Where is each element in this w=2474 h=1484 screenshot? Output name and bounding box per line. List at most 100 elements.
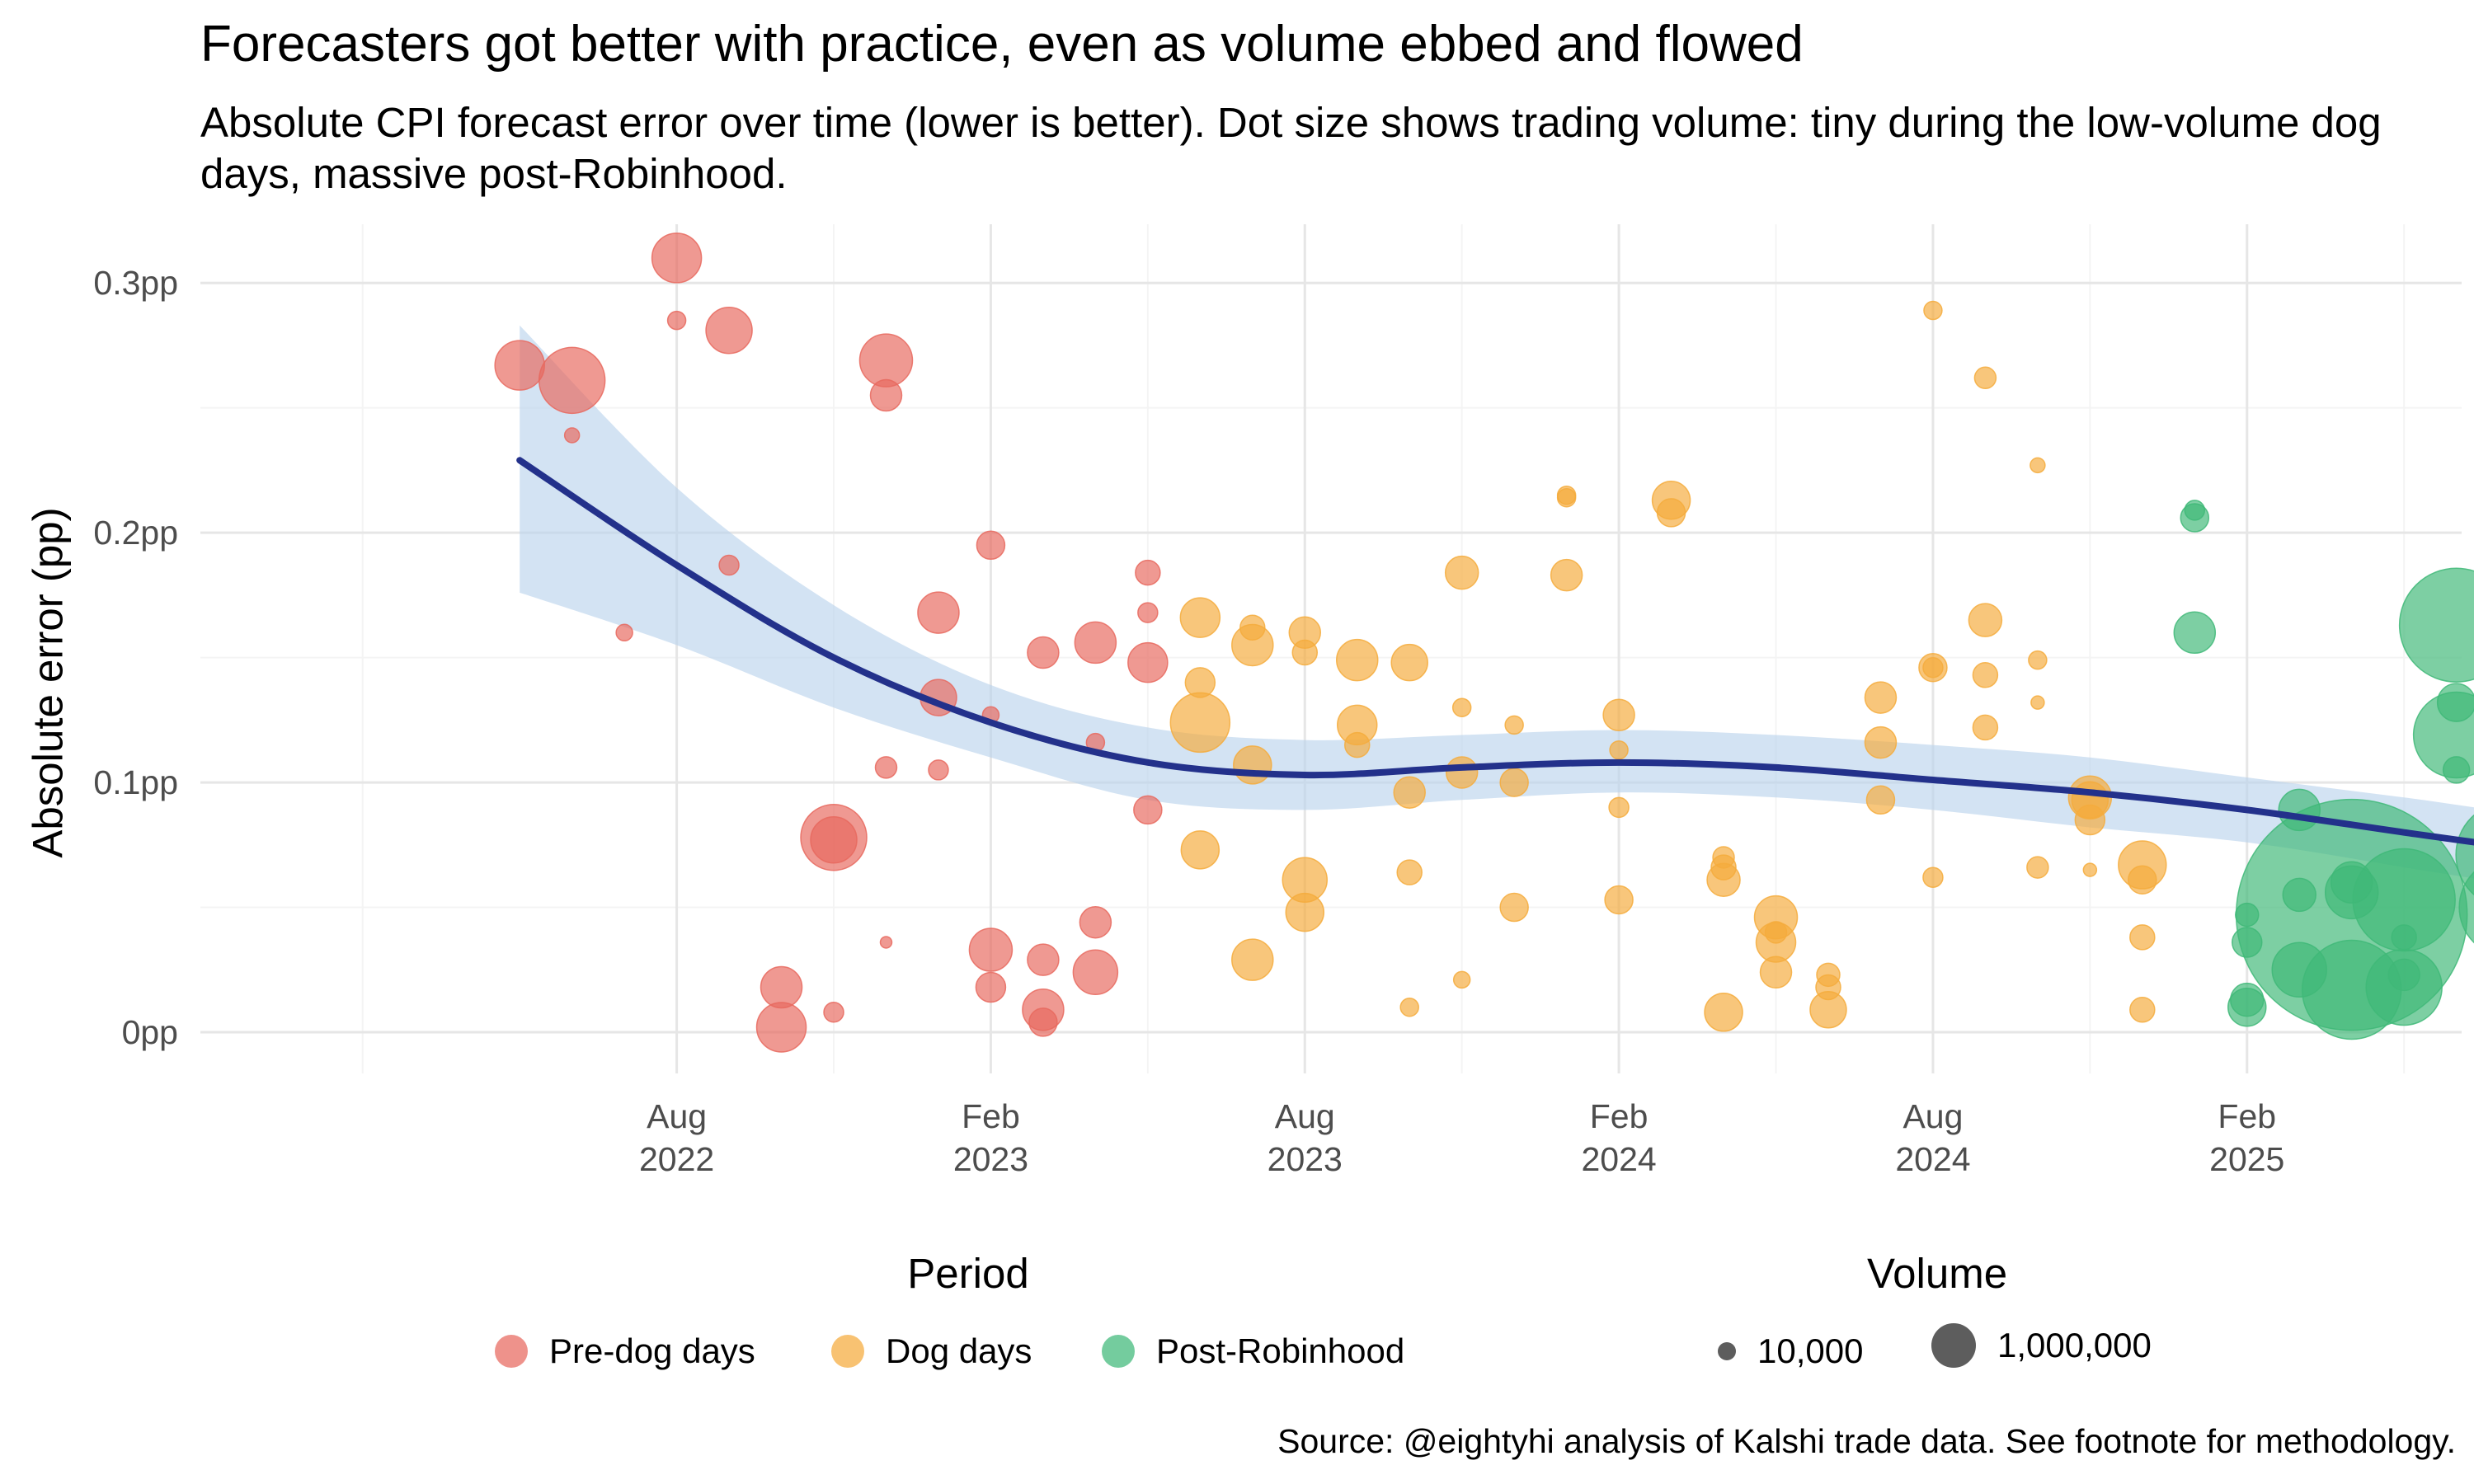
point-pre-dog-days bbox=[1135, 559, 1161, 586]
point-pre-dog-days bbox=[563, 427, 581, 444]
point-dog-days bbox=[2026, 856, 2049, 879]
y-tick-label: 0.2pp bbox=[93, 514, 178, 552]
point-pre-dog-days bbox=[928, 759, 949, 781]
point-pre-dog-days bbox=[869, 378, 903, 412]
legend-swatch-post-robinhood bbox=[1102, 1335, 1135, 1368]
point-post-robinhood bbox=[2391, 924, 2417, 951]
legend-swatch-dog-days bbox=[831, 1335, 864, 1368]
point-dog-days bbox=[1604, 885, 1634, 915]
legend-label: Post-Robinhood bbox=[1156, 1331, 1405, 1370]
x-tick-month: Feb bbox=[2218, 1097, 2276, 1135]
point-post-robinhood bbox=[2227, 987, 2267, 1027]
legend-item-pre-dog-days: Pre-dog days bbox=[495, 1331, 755, 1371]
legend-title-period: Period bbox=[907, 1250, 1029, 1297]
point-dog-days bbox=[1973, 366, 1997, 390]
point-dog-days bbox=[1608, 796, 1630, 819]
point-dog-days bbox=[1550, 558, 1583, 592]
point-pre-dog-days bbox=[810, 816, 858, 864]
point-dog-days bbox=[1706, 862, 1741, 897]
point-dog-days bbox=[2129, 924, 2156, 951]
point-dog-days bbox=[1390, 643, 1428, 682]
point-pre-dog-days bbox=[666, 310, 687, 331]
point-dog-days bbox=[1444, 555, 1479, 590]
point-dog-days bbox=[1504, 715, 1524, 735]
x-tick-year: 2023 bbox=[953, 1140, 1028, 1178]
confidence-band-layer bbox=[520, 325, 2474, 879]
point-dog-days bbox=[2028, 650, 2048, 670]
point-pre-dog-days bbox=[976, 530, 1006, 561]
x-tick-year: 2022 bbox=[639, 1140, 714, 1178]
point-dog-days bbox=[1343, 731, 1371, 758]
point-pre-dog-days bbox=[1028, 1007, 1058, 1037]
point-dog-days bbox=[1169, 692, 1231, 754]
legend-label: 1,000,000 bbox=[1997, 1326, 2152, 1364]
point-dog-days bbox=[1285, 892, 1325, 932]
point-pre-dog-days bbox=[858, 333, 914, 387]
point-dog-days bbox=[1864, 681, 1898, 714]
point-dog-days bbox=[1393, 776, 1426, 809]
y-tick-label: 0pp bbox=[122, 1013, 178, 1051]
legend-label: 10,000 bbox=[1757, 1331, 1864, 1370]
x-tick-month: Aug bbox=[1903, 1097, 1963, 1135]
point-post-robinhood bbox=[2455, 814, 2474, 896]
legend-swatch-volume-small bbox=[1718, 1342, 1736, 1360]
legend-item-volume-large: 1,000,000 bbox=[1931, 1323, 2152, 1368]
legend-item-dog-days: Dog days bbox=[831, 1331, 1032, 1371]
point-pre-dog-days bbox=[1072, 949, 1119, 996]
point-dog-days bbox=[1499, 892, 1529, 923]
axis-ticks: Aug 2022 Feb 2023 Aug 2023 Feb 2024 Aug 2024 Feb 20… bbox=[93, 264, 2284, 1178]
point-dog-days bbox=[1865, 785, 1896, 815]
legend-item-volume-small: 10,000 bbox=[1718, 1331, 1863, 1371]
x-tick-month: Feb bbox=[1590, 1097, 1649, 1135]
point-dog-days bbox=[1452, 970, 1471, 989]
points-layer bbox=[494, 232, 2474, 1053]
x-tick-label: Aug 2024 bbox=[1895, 1097, 1970, 1178]
point-dog-days bbox=[1179, 597, 1221, 638]
x-tick-month: Aug bbox=[1275, 1097, 1335, 1135]
x-tick-label: Aug 2022 bbox=[639, 1097, 714, 1178]
point-pre-dog-days bbox=[879, 936, 893, 949]
point-dog-days bbox=[1923, 300, 1943, 321]
source-note: Source: @eightyhi analysis of Kalshi tra… bbox=[1277, 1422, 2456, 1460]
point-dog-days bbox=[1968, 603, 2003, 637]
point-dog-days bbox=[1399, 997, 1419, 1017]
x-tick-month: Feb bbox=[962, 1097, 1020, 1135]
x-tick-label: Feb 2024 bbox=[1581, 1097, 1656, 1178]
x-tick-year: 2024 bbox=[1895, 1140, 1970, 1178]
point-dog-days bbox=[1445, 756, 1479, 789]
y-tick-label: 0.1pp bbox=[93, 763, 178, 801]
point-pre-dog-days bbox=[1027, 943, 1060, 976]
point-dog-days bbox=[1335, 638, 1379, 682]
point-pre-dog-days bbox=[975, 971, 1007, 1003]
confidence-band bbox=[520, 325, 2474, 879]
x-tick-year: 2023 bbox=[1268, 1140, 1343, 1178]
y-tick-label: 0.3pp bbox=[93, 264, 178, 302]
point-pre-dog-days bbox=[760, 965, 803, 1009]
point-pre-dog-days bbox=[823, 1002, 844, 1023]
point-dog-days bbox=[1291, 639, 1319, 666]
legend-item-post-robinhood: Post-Robinhood bbox=[1102, 1331, 1404, 1371]
point-post-robinhood bbox=[2458, 871, 2474, 944]
point-dog-days bbox=[2128, 865, 2157, 895]
point-pre-dog-days bbox=[538, 346, 606, 415]
point-pre-dog-days bbox=[874, 756, 898, 779]
point-dog-days bbox=[1918, 652, 1948, 683]
point-dog-days bbox=[1972, 714, 1999, 741]
point-dog-days bbox=[2082, 862, 2098, 877]
chart-subtitle: Absolute CPI forecast error over time (l… bbox=[200, 99, 2382, 197]
point-dog-days bbox=[2030, 695, 2045, 710]
point-pre-dog-days bbox=[718, 554, 740, 576]
point-pre-dog-days bbox=[755, 1002, 807, 1053]
x-tick-year: 2024 bbox=[1581, 1140, 1656, 1178]
x-tick-month: Aug bbox=[647, 1097, 707, 1135]
point-pre-dog-days bbox=[1074, 621, 1117, 665]
point-dog-days bbox=[2074, 804, 2106, 836]
point-pre-dog-days bbox=[1027, 636, 1060, 669]
point-dog-days bbox=[1609, 740, 1629, 760]
point-dog-days bbox=[1864, 726, 1898, 759]
point-dog-days bbox=[1602, 698, 1635, 732]
point-dog-days bbox=[1231, 938, 1274, 981]
x-tick-label: Feb 2023 bbox=[953, 1097, 1028, 1178]
point-dog-days bbox=[1231, 623, 1274, 667]
y-axis-label: Absolute error (pp) bbox=[24, 507, 72, 858]
